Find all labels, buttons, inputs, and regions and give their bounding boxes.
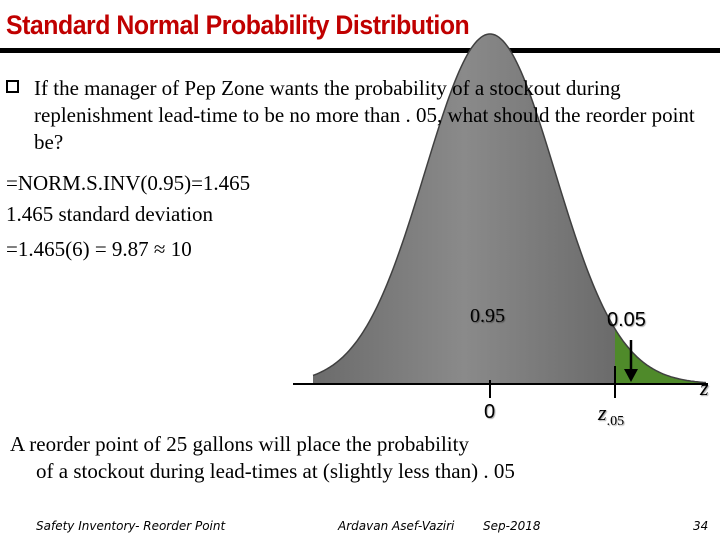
area-005-tail: [615, 328, 706, 384]
area-095-label: 0.95: [470, 305, 505, 327]
conclusion-line-1: A reorder point of 25 gallons will place…: [10, 432, 469, 456]
mean-zero-label: 0: [484, 401, 496, 423]
conclusion-paragraph: A reorder point of 25 gallons will place…: [10, 431, 610, 485]
area-005-label: 0.05: [607, 309, 646, 331]
area-095-region: [313, 34, 615, 384]
title-rule: [0, 48, 720, 53]
z-critical-var: z: [598, 400, 607, 425]
bullet-marker: [6, 80, 19, 93]
z-axis-label: z: [700, 375, 709, 400]
norm-inv-line: =NORM.S.INV(0.95)=1.465: [6, 171, 251, 195]
z-critical-label: z.05: [598, 400, 624, 430]
std-dev-line: 1.465 standard deviation: [6, 202, 214, 226]
safety-stock-line: =1.465(6) = 9.87 ≈ 10: [6, 237, 192, 261]
slide-title: Standard Normal Probability Distribution: [6, 10, 470, 40]
footer-course: Safety Inventory- Reorder Point: [36, 519, 226, 533]
bullet-paragraph: If the manager of Pep Zone wants the pro…: [34, 76, 695, 154]
curve-outline: [312, 33, 707, 384]
tail-arrow-head: [624, 369, 638, 382]
footer-date: Sep-2018: [483, 519, 541, 533]
z-critical-sub: .05: [606, 414, 625, 429]
conclusion-line-2: of a stockout during lead-times at (slig…: [36, 459, 515, 483]
footer-author: Ardavan Asef-Vaziri: [338, 519, 455, 533]
footer-page-number: 34: [693, 519, 709, 533]
